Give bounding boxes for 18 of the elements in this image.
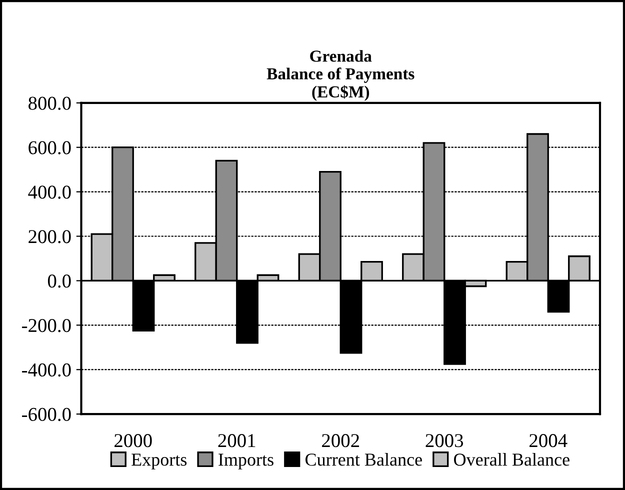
y-tick-label: -400.0 [22,363,71,377]
y-tick-label: 600.0 [28,141,71,154]
legend-label: Exports [132,454,187,470]
chart-title: Grenada Balance of Payments (EC$M) [266,50,414,101]
legend-label: Overall Balance [454,453,570,466]
legend-label: Current Balance [306,453,422,466]
y-tick-label: 800.0 [28,96,71,110]
x-tick-label: 2003 [426,434,464,448]
y-tick-label: 400.0 [28,186,71,199]
x-tick-label: 2004 [530,434,568,448]
y-tick-label: -200.0 [22,318,71,332]
x-tick-label: 2002 [322,434,359,448]
x-tick-label: 2000 [114,434,152,448]
legend-label: Imports [218,454,274,470]
x-tick-label: 2001 [218,434,256,448]
y-tick-label: 0.0 [48,274,71,288]
y-tick-label: 200.0 [28,230,71,244]
y-tick-label: -600.0 [22,408,71,422]
